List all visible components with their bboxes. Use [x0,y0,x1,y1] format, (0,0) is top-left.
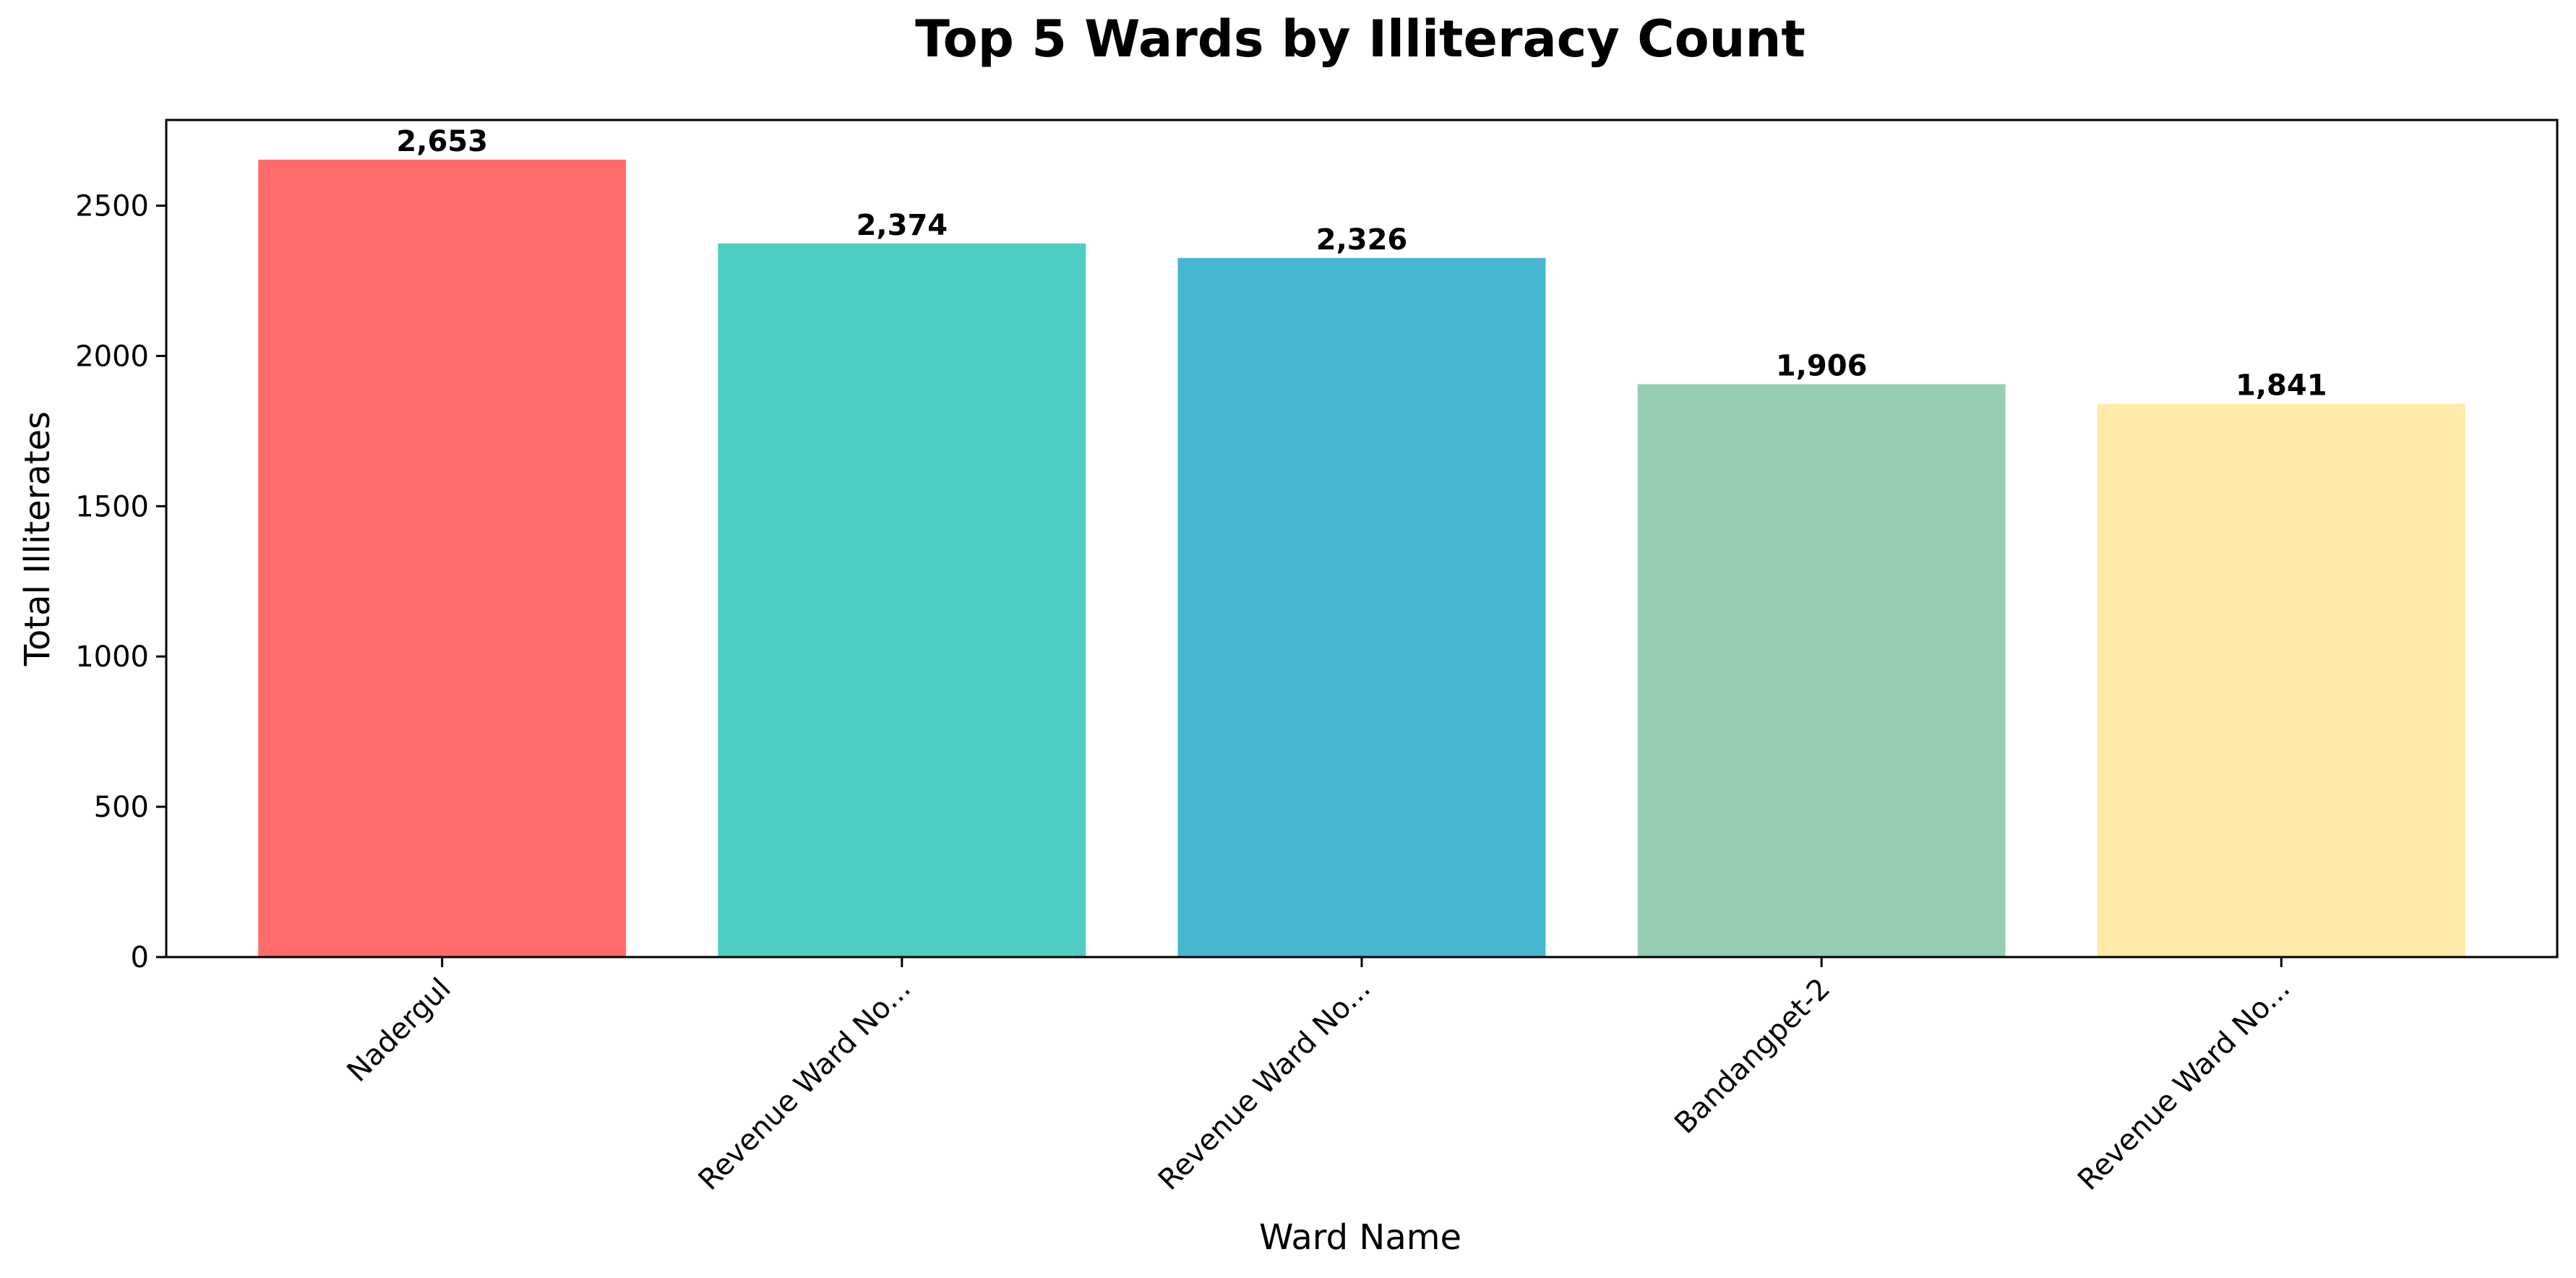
bar [718,243,1086,957]
bar-value-label: 1,906 [1776,349,1868,382]
bars-group [258,159,2465,958]
y-tick-label: 0 [131,941,149,974]
x-tick-label: Revenue Ward No... [692,972,917,1197]
bar-value-label: 2,374 [856,209,948,242]
chart-title: Top 5 Wards by Illiteracy Count [915,9,1806,69]
y-tick-label: 2500 [75,190,149,223]
bar-value-label: 1,841 [2236,369,2327,403]
x-tick-label: Nadergul [341,972,458,1089]
x-tick-label: Revenue Ward No... [1152,972,1377,1197]
x-axis-label: Ward Name [1259,1217,1461,1258]
bar-value-label: 2,326 [1316,223,1408,257]
x-tick-label: Revenue Ward No... [2071,972,2296,1197]
y-tick-label: 1500 [75,490,149,523]
y-axis-label: Total Illiterates [17,411,58,666]
bar [258,159,627,957]
bar [2097,403,2465,957]
y-tick-label: 1000 [75,640,149,674]
x-tick-label: Bandangpet-2 [1668,972,1837,1141]
bar [1177,257,1546,958]
x-axis: Nadergul Revenue Ward No... Revenue Ward N… [341,957,2296,1197]
bar [1637,384,2006,957]
y-tick-label: 500 [94,791,149,824]
y-tick-label: 2000 [75,340,149,373]
y-axis: 0 500 1000 1500 2000 2500 [75,190,166,974]
data-labels-group: 2,653 2,374 2,326 1,906 1,841 [396,125,2327,403]
bar-value-label: 2,653 [396,125,488,158]
